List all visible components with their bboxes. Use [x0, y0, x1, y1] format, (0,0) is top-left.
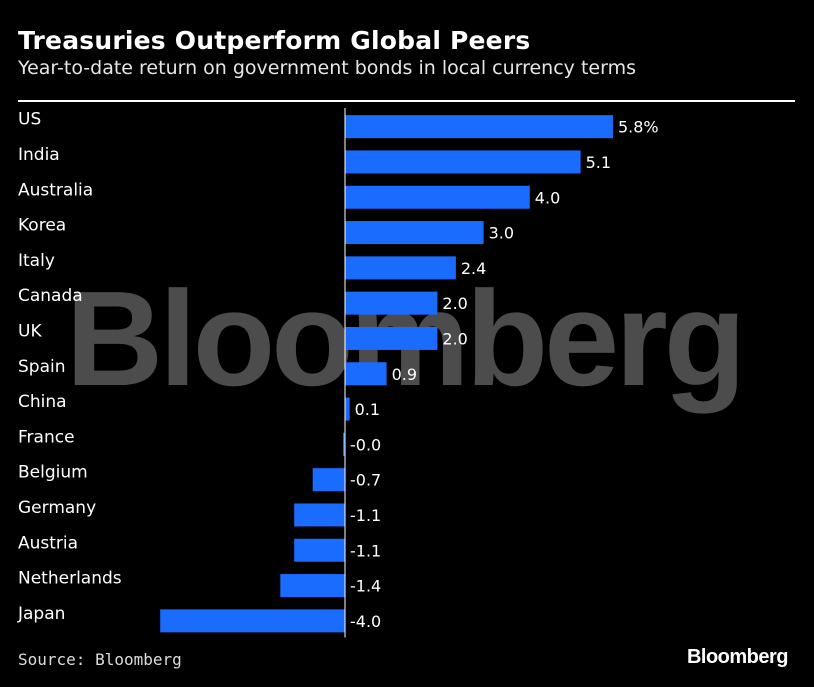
header-rule — [18, 100, 795, 102]
value-label-france: -0.0 — [350, 435, 381, 454]
category-label-austria: Austria — [18, 533, 78, 553]
value-label-japan: -4.0 — [350, 612, 381, 631]
bar-china — [345, 397, 350, 421]
bar-austria — [294, 538, 345, 562]
bloomberg-logo: Bloomberg — [686, 646, 789, 668]
bar-france — [343, 432, 345, 456]
value-label-korea: 3.0 — [489, 224, 514, 243]
category-label-australia: Australia — [18, 180, 93, 200]
category-label-belgium: Belgium — [18, 463, 88, 483]
bar-canada — [345, 291, 438, 315]
bar-netherlands — [280, 574, 345, 598]
category-label-us: US — [18, 110, 41, 130]
value-label-austria: -1.1 — [350, 541, 381, 560]
value-label-canada: 2.0 — [442, 294, 467, 313]
chart-title: Treasuries Outperform Global Peers — [18, 26, 531, 55]
value-label-belgium: -0.7 — [350, 471, 381, 490]
bar-italy — [345, 256, 456, 280]
bar-germany — [294, 503, 345, 527]
value-label-china: 0.1 — [355, 400, 380, 419]
category-label-japan: Japan — [17, 604, 65, 624]
category-label-spain: Spain — [18, 357, 66, 377]
bar-us — [345, 115, 613, 139]
value-label-italy: 2.4 — [461, 259, 486, 278]
bar-belgium — [312, 468, 345, 492]
category-label-china: China — [18, 392, 67, 412]
bar-india — [345, 150, 581, 174]
chart-subtitle: Year-to-date return on government bonds … — [18, 57, 636, 79]
bar-korea — [345, 221, 484, 245]
category-label-india: India — [18, 145, 60, 165]
value-label-australia: 4.0 — [535, 188, 560, 207]
bar-uk — [345, 326, 438, 350]
category-label-korea: Korea — [18, 216, 66, 236]
category-label-netherlands: Netherlands — [18, 569, 122, 589]
value-label-spain: 0.9 — [392, 365, 417, 384]
bar-spain — [345, 362, 387, 386]
category-label-france: France — [18, 427, 75, 447]
bar-japan — [160, 609, 345, 633]
value-label-germany: -1.1 — [350, 506, 381, 525]
category-label-uk: UK — [18, 321, 42, 341]
value-label-uk: 2.0 — [442, 329, 467, 348]
bars-layer: US 5.8% India 5.1 Australia 4.0 Korea 3.0 Italy 2… — [17, 110, 659, 633]
bar-australia — [345, 185, 530, 209]
value-label-india: 5.1 — [586, 153, 611, 172]
value-label-netherlands: -1.4 — [350, 577, 381, 596]
category-label-canada: Canada — [18, 286, 83, 306]
category-label-italy: Italy — [18, 251, 55, 271]
value-label-us: 5.8% — [618, 118, 659, 137]
source-note: Source: Bloomberg — [18, 650, 182, 669]
category-label-germany: Germany — [18, 498, 96, 518]
